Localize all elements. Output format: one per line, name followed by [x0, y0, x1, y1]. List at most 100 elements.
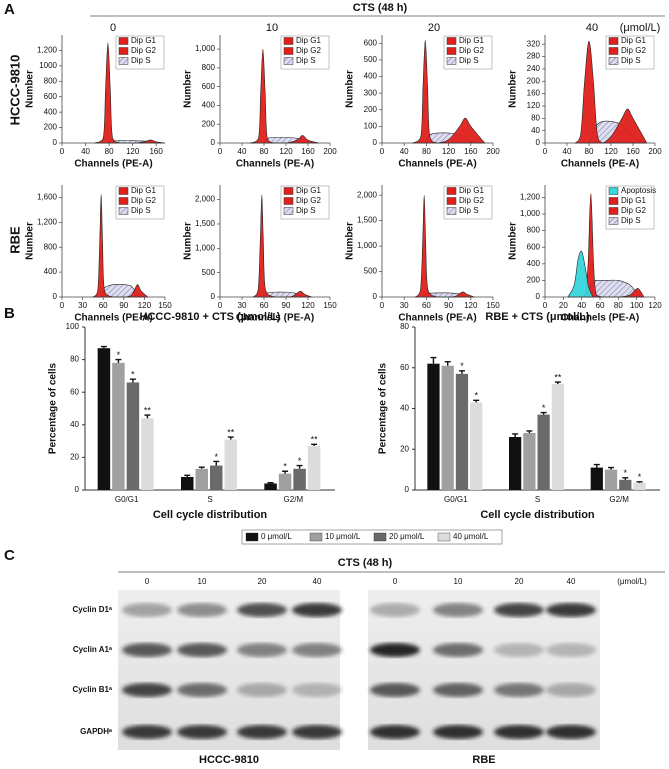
bar [264, 483, 277, 490]
legend-label: Dip G1 [459, 36, 484, 45]
x-tick-label: G0/G1 [115, 495, 139, 504]
y-tick-label: 200 [527, 276, 541, 285]
error-bar [526, 430, 533, 433]
y-tick-label: 800 [44, 76, 58, 85]
legend-swatch [446, 207, 457, 215]
concentration: 10 [266, 22, 278, 34]
x-axis-title: Cell cycle distribution [480, 509, 595, 521]
y-tick-label: 300 [364, 88, 378, 97]
blot-band [546, 683, 596, 697]
x-tick-label: 0 [218, 301, 223, 310]
y-tick-label: 1,000 [357, 241, 378, 250]
x-tick-label: 40 [238, 147, 247, 156]
y-tick-label: 200 [202, 119, 216, 128]
y-tick-label: 40 [400, 404, 409, 413]
legend-swatch [608, 47, 619, 55]
bar [604, 469, 618, 490]
y-tick-label: 1,500 [357, 216, 378, 225]
significance: ** [227, 427, 235, 437]
y-tick-label: 0 [53, 138, 58, 147]
y-tick-label: 1,200 [37, 46, 58, 55]
legend-swatch [118, 57, 129, 65]
y-tick-label: 2,000 [357, 190, 378, 199]
legend-label: Dip G1 [459, 186, 484, 195]
blot [368, 590, 600, 750]
y-tick-label: 800 [202, 63, 216, 72]
legend-swatch [283, 47, 294, 55]
blot-band [370, 643, 420, 657]
row-label: RBE [7, 226, 22, 254]
bar [619, 479, 632, 490]
y-tick-label: 20 [70, 453, 79, 462]
significance: ** [554, 372, 562, 382]
blot-band [546, 643, 596, 657]
x-tick-label: 160 [626, 147, 640, 156]
protein-label: Cyclin A1ᵃ [73, 645, 112, 654]
concentration: 20 [428, 22, 440, 34]
protein-label: Cyclin B1ᵃ [73, 685, 112, 694]
y-tick-label: 200 [364, 105, 378, 114]
legend-swatch [283, 207, 294, 215]
concentration: 0 [145, 577, 150, 586]
y-tick-label: 0 [75, 485, 80, 494]
x-tick-label: 160 [301, 147, 315, 156]
y-axis-title: Number [508, 222, 519, 260]
y-tick-label: 0 [536, 292, 541, 301]
concentration: 40 [313, 577, 322, 586]
x-tick-label: 0 [380, 301, 385, 310]
blot-band [122, 725, 172, 739]
legend-swatch [283, 37, 294, 45]
blot-band [370, 725, 420, 739]
y-tick-label: 500 [202, 268, 216, 277]
legend-label: Dip G1 [296, 186, 321, 195]
y-tick-label: 1,500 [195, 219, 216, 228]
blot-band [237, 683, 287, 697]
y-tick-label: 1,000 [195, 44, 216, 53]
x-tick-label: 90 [282, 301, 291, 310]
x-tick-label: 80 [614, 301, 623, 310]
error-bar [473, 399, 480, 403]
significance: ** [311, 435, 319, 445]
y-tick-label: 800 [527, 226, 541, 235]
x-tick-label: 0 [543, 301, 548, 310]
x-axis-title: Channels (PE-A) [74, 313, 152, 324]
x-tick-label: 120 [648, 301, 662, 310]
significance: * [131, 370, 135, 380]
concentration: 0 [110, 22, 116, 34]
error-bar [296, 464, 303, 469]
y-axis-title: Number [345, 70, 356, 108]
x-tick-label: 0 [60, 301, 65, 310]
legend-label: Dip S [459, 56, 479, 65]
legend-box [605, 35, 655, 70]
panel-c-title: CTS (48 h) [338, 557, 393, 569]
x-tick-label: 30 [400, 301, 409, 310]
y-tick-label: 800 [44, 242, 58, 251]
error-bar [622, 477, 629, 480]
legend-label: Dip G1 [621, 36, 646, 45]
bar [293, 468, 306, 490]
legend-box [241, 529, 503, 545]
x-tick-label: 120 [301, 301, 315, 310]
error-bar [540, 411, 547, 415]
x-tick-label: 160 [149, 147, 163, 156]
y-tick-label: 0 [53, 292, 58, 301]
error-bar [444, 360, 451, 366]
bar [97, 348, 111, 490]
x-tick-label: 60 [596, 301, 605, 310]
error-bar [512, 433, 519, 438]
blot-band [122, 643, 172, 657]
concentration: 0 [393, 577, 398, 586]
legend-label: Dip S [296, 206, 316, 215]
significance: * [638, 472, 642, 482]
y-tick-label: 600 [364, 38, 378, 47]
x-tick-label: 40 [577, 301, 586, 310]
x-tick-label: S [207, 495, 212, 504]
legend-swatch [309, 532, 323, 542]
chart-title: HCCC-9810 + CTS (μmol/L) [140, 311, 281, 323]
x-tick-label: 80 [422, 147, 431, 156]
x-tick-label: 90 [119, 301, 128, 310]
x-tick-label: 30 [78, 301, 87, 310]
error-bar [554, 381, 561, 385]
blot-band [433, 643, 483, 657]
bar [126, 382, 140, 490]
